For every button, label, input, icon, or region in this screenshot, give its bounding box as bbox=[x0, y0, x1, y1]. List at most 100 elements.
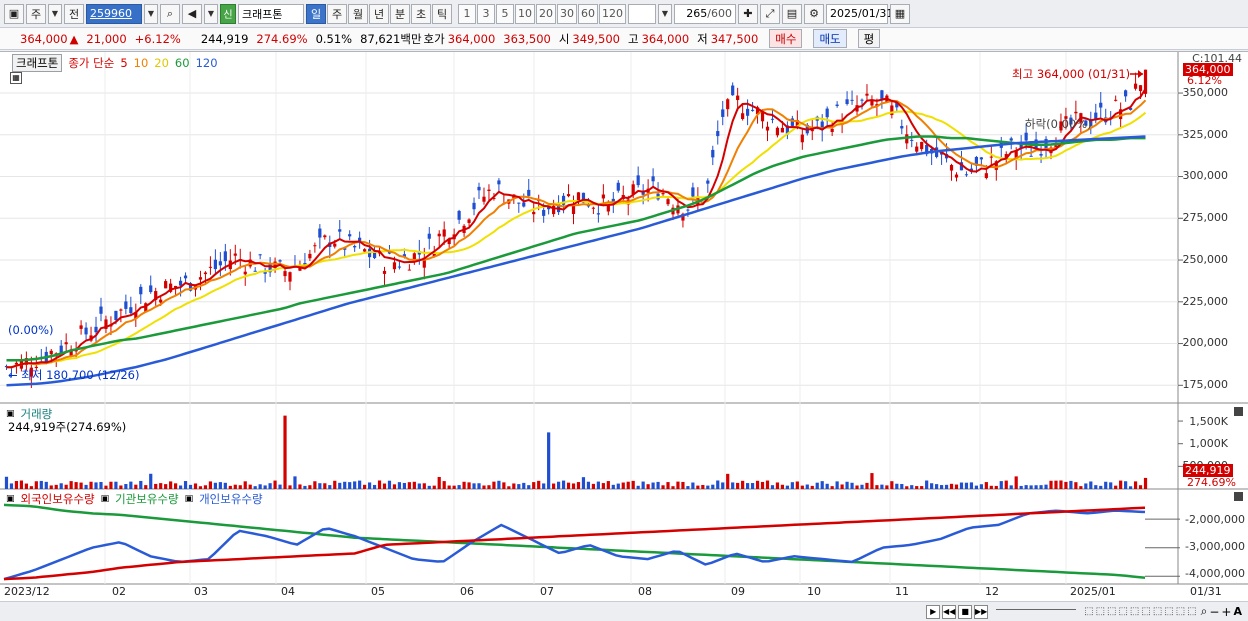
up-arrow-icon: ▲ bbox=[69, 31, 79, 46]
volume-bar bbox=[701, 484, 705, 489]
legend-ma-120: 120 bbox=[195, 56, 218, 70]
volume-bar bbox=[144, 485, 148, 489]
pane-toggle-icon[interactable]: ▣ bbox=[6, 409, 15, 419]
calendar-icon[interactable]: ▦ bbox=[890, 3, 910, 24]
volume-bar bbox=[765, 480, 770, 489]
volume-bar bbox=[178, 485, 183, 489]
turnover-ratio: 0.51% bbox=[315, 31, 353, 46]
stop-icon[interactable]: ■ bbox=[958, 604, 973, 619]
volume-bar bbox=[984, 482, 988, 489]
eval-button[interactable]: 평 bbox=[857, 29, 881, 48]
pane-toggle-icon[interactable]: ▣ bbox=[100, 494, 110, 504]
price-change-pct: +6.12% bbox=[134, 31, 181, 46]
legend-stock-name[interactable]: 크래프톤 bbox=[12, 54, 63, 72]
plus-icon[interactable]: + bbox=[1221, 604, 1232, 619]
interval-3[interactable]: 10 bbox=[515, 3, 535, 24]
chevron-down-icon[interactable]: ▼ bbox=[658, 3, 672, 24]
candle-body bbox=[447, 238, 451, 245]
interval-6[interactable]: 60 bbox=[578, 3, 598, 24]
volume-bar bbox=[537, 480, 541, 489]
volume-bar bbox=[457, 485, 461, 489]
legend-individual[interactable]: 개인보유수량 bbox=[199, 492, 263, 506]
minus-icon[interactable]: − bbox=[1209, 604, 1220, 619]
chart-menu-icon[interactable]: ▣ bbox=[4, 3, 24, 24]
close-pane-icon[interactable] bbox=[1234, 407, 1243, 416]
volume-bar bbox=[1119, 480, 1123, 489]
zoom-icon[interactable]: ⌕ bbox=[1200, 604, 1208, 618]
date-input[interactable]: 2025/01/31 bbox=[826, 3, 893, 24]
volume-title[interactable]: 거래량 bbox=[20, 407, 53, 421]
last-page-icon[interactable]: ▶▶ bbox=[974, 604, 989, 619]
volume-bar bbox=[109, 481, 113, 489]
pane-toggle-icon[interactable]: ▣ bbox=[184, 494, 194, 504]
volume-bar bbox=[865, 482, 869, 489]
first-page-icon[interactable]: ◀◀ bbox=[942, 604, 957, 619]
zoom-slider[interactable] bbox=[996, 608, 1077, 615]
trade-amount: 87,621백만 bbox=[360, 31, 422, 46]
volume-bar bbox=[129, 481, 133, 489]
tab-6[interactable]: 틱 bbox=[432, 3, 452, 24]
scroll-right-icon[interactable]: ▶ bbox=[926, 604, 941, 619]
chart-svg[interactable] bbox=[0, 52, 1248, 602]
volume-bar bbox=[462, 481, 466, 489]
chevron-down-icon[interactable]: ▼ bbox=[48, 3, 62, 24]
interval-5[interactable]: 30 bbox=[557, 3, 577, 24]
chevron-down-icon[interactable]: ▼ bbox=[204, 3, 218, 24]
save-icon[interactable]: ▤ bbox=[782, 3, 802, 24]
crosshair-icon[interactable]: ✚ bbox=[738, 3, 758, 24]
legend-institution[interactable]: 기관보유수량 bbox=[115, 492, 179, 506]
volume-bar bbox=[925, 480, 929, 489]
legend-ma-10: 10 bbox=[133, 56, 149, 70]
period-select[interactable]: 주 bbox=[26, 3, 46, 24]
chart-area[interactable]: 크래프톤 종가 단순 5 10 20 60 120 ▦ C:101.44 364… bbox=[0, 51, 1248, 602]
interval-7[interactable]: 120 bbox=[599, 3, 626, 24]
candle-body bbox=[348, 234, 352, 237]
price-tick-label: 350,000 bbox=[1182, 86, 1229, 99]
volume-bar bbox=[223, 482, 227, 489]
interval-1[interactable]: 3 bbox=[477, 3, 495, 24]
sell-button[interactable]: 매도 bbox=[813, 29, 847, 48]
candle-body bbox=[591, 207, 596, 209]
tab-4[interactable]: 분 bbox=[390, 3, 410, 24]
interval-0[interactable]: 1 bbox=[458, 3, 476, 24]
font-size-icon[interactable]: A bbox=[1233, 605, 1242, 618]
tab-2[interactable]: 월 bbox=[348, 3, 368, 24]
calculator-icon[interactable]: ▦ bbox=[10, 72, 22, 84]
candle-body bbox=[64, 342, 68, 345]
buy-button[interactable]: 매수 bbox=[769, 29, 803, 48]
tab-1[interactable]: 주 bbox=[327, 3, 347, 24]
mid-note: 하락(0.00%) bbox=[1025, 117, 1092, 131]
chevron-down-icon[interactable]: ▼ bbox=[144, 3, 158, 24]
tab-0[interactable]: 일 bbox=[306, 3, 326, 24]
stock-code-input[interactable]: 259960 bbox=[86, 3, 142, 24]
quote-bar: 364,000 ▲ 21,000 +6.12% 244,919 274.69% … bbox=[0, 28, 1248, 50]
gear-icon[interactable]: ⚙ bbox=[804, 3, 824, 24]
data-count-field[interactable]: 265/600 bbox=[674, 3, 736, 24]
volume-bar bbox=[1089, 481, 1093, 489]
price-tick-label: 225,000 bbox=[1182, 294, 1229, 308]
volume-bar bbox=[561, 480, 566, 489]
volume-bar bbox=[855, 485, 859, 489]
close-pane-icon[interactable] bbox=[1234, 492, 1243, 501]
pane-toggle-icon[interactable]: ▣ bbox=[6, 494, 15, 504]
tab-3[interactable]: 년 bbox=[369, 3, 389, 24]
prev-button[interactable]: 전 bbox=[64, 3, 84, 24]
interval-4[interactable]: 20 bbox=[536, 3, 556, 24]
high-note: 최고 364,000 (01/31) bbox=[1012, 67, 1131, 81]
drawing-tools[interactable]: ⬚⬚⬚⬚⬚⬚⬚⬚⬚⬚ bbox=[1084, 606, 1199, 617]
legend-foreign[interactable]: 외국인보유수량 bbox=[20, 492, 95, 506]
candle-body bbox=[183, 275, 188, 279]
tab-5[interactable]: 초 bbox=[411, 3, 431, 24]
draw-tool-icon[interactable]: ⤢ bbox=[760, 3, 780, 24]
interval-2[interactable]: 5 bbox=[496, 3, 514, 24]
search-icon[interactable]: ⌕ bbox=[160, 3, 180, 24]
candle-body bbox=[736, 95, 740, 101]
candle-body bbox=[1009, 138, 1013, 141]
volume-bar bbox=[243, 481, 247, 489]
speaker-icon[interactable]: ◀ bbox=[182, 3, 202, 24]
volume-bar bbox=[338, 482, 342, 489]
volume-tick-label: 1,000K bbox=[1189, 437, 1228, 450]
stock-name-field[interactable]: 크래프톤 bbox=[238, 3, 304, 24]
interval-custom-input[interactable] bbox=[628, 3, 656, 24]
legend-ma-60: 60 bbox=[174, 56, 190, 70]
